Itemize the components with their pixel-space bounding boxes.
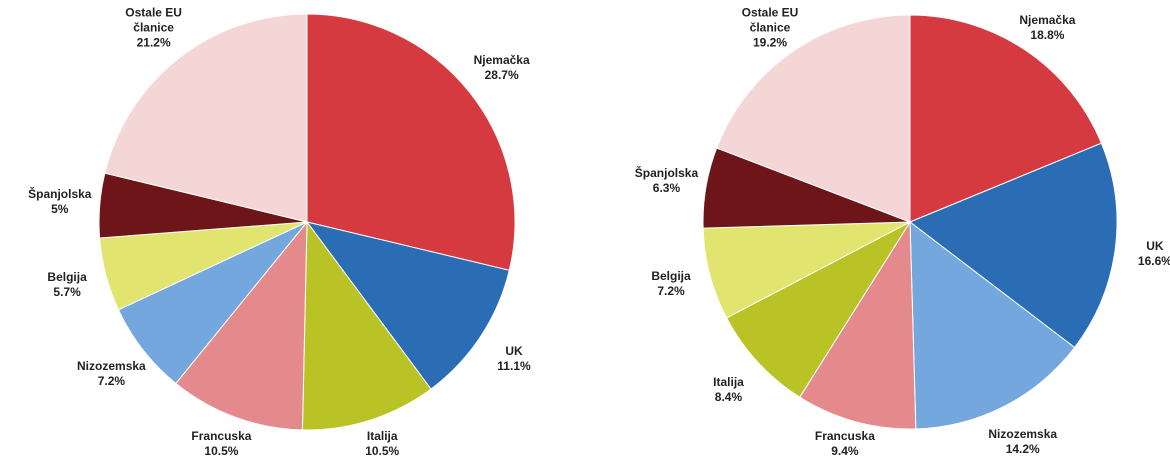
slice-label: Italija 10.5% (337, 429, 427, 459)
value-label: 28.7% (484, 68, 519, 83)
slice-label: Italija 8.4% (683, 375, 773, 405)
value-label: 10.5% (365, 444, 400, 458)
slice-label: Belgija 7.2% (626, 269, 716, 299)
pie-slice (305, 221, 510, 390)
slice-label: Francuska 9.4% (800, 429, 890, 459)
value-label: 16.6% (1137, 254, 1170, 269)
category-name: Njemačka (1019, 13, 1076, 27)
value-label: 8.4% (714, 389, 743, 404)
value-label: 19.2% (752, 35, 788, 50)
pie-slice (909, 14, 1103, 223)
slice-label: Španjolska 5% (15, 187, 105, 217)
value-label: 18.8% (1030, 28, 1065, 42)
category-name: Belgija (47, 269, 87, 284)
slice-label: Ostale EU članice 19.2% (725, 6, 815, 51)
category-name: Njemačka (473, 53, 530, 68)
category-name: Francuska (191, 429, 252, 443)
pie-slice (175, 220, 308, 431)
slice-label: Belgija 5.7% (22, 270, 112, 300)
category-name: Belgija (651, 269, 691, 284)
category-name: Italija (366, 429, 398, 443)
slice-label: Nizozemska 7.2% (66, 359, 156, 389)
category-name: Italija (713, 374, 744, 389)
category-name: Francuska (814, 429, 875, 443)
slice-label: Njemačka 28.7% (457, 53, 547, 83)
pie-slice (306, 13, 516, 271)
value-label: 5% (51, 202, 69, 217)
slice-label: Francuska 10.5% (176, 429, 266, 459)
value-label: 5.7% (53, 284, 81, 299)
category-name: Nizozemska (988, 426, 1058, 441)
slice-label: Španjolska 6.3% (621, 166, 711, 196)
value-label: 7.2% (657, 284, 685, 299)
category-name: Ostale EU članice (125, 5, 182, 35)
value-label: 7.2% (97, 374, 126, 389)
value-label: 11.1% (497, 358, 531, 373)
slice-label: Njemačka 18.8% (1002, 13, 1092, 43)
value-label: 9.4% (831, 444, 859, 458)
pie-slice (799, 220, 917, 430)
value-label: 6.3% (652, 180, 681, 195)
slice-label: Ostale EU članice 21.2% (109, 6, 199, 51)
pie-slice (909, 142, 1118, 349)
slice-label: UK 16.6% (1110, 239, 1170, 269)
pie-slice (301, 220, 432, 431)
pie-slice (716, 14, 911, 223)
pie-slice (725, 220, 912, 398)
category-name: Ostale EU članice (741, 5, 799, 35)
pie-slice (104, 13, 308, 223)
slice-label: Nizozemska 14.2% (978, 427, 1068, 457)
value-label: 14.2% (1005, 441, 1040, 456)
category-name: UK (1146, 239, 1164, 254)
category-name: Nizozemska (77, 359, 146, 374)
slice-label: UK 11.1% (469, 344, 559, 374)
value-label: 21.2% (136, 35, 171, 50)
category-name: UK (505, 343, 523, 358)
category-name: Španjolska (28, 187, 92, 202)
value-label: 10.5% (204, 444, 239, 458)
pie-slice (909, 220, 1076, 430)
category-name: Španjolska (634, 165, 699, 180)
